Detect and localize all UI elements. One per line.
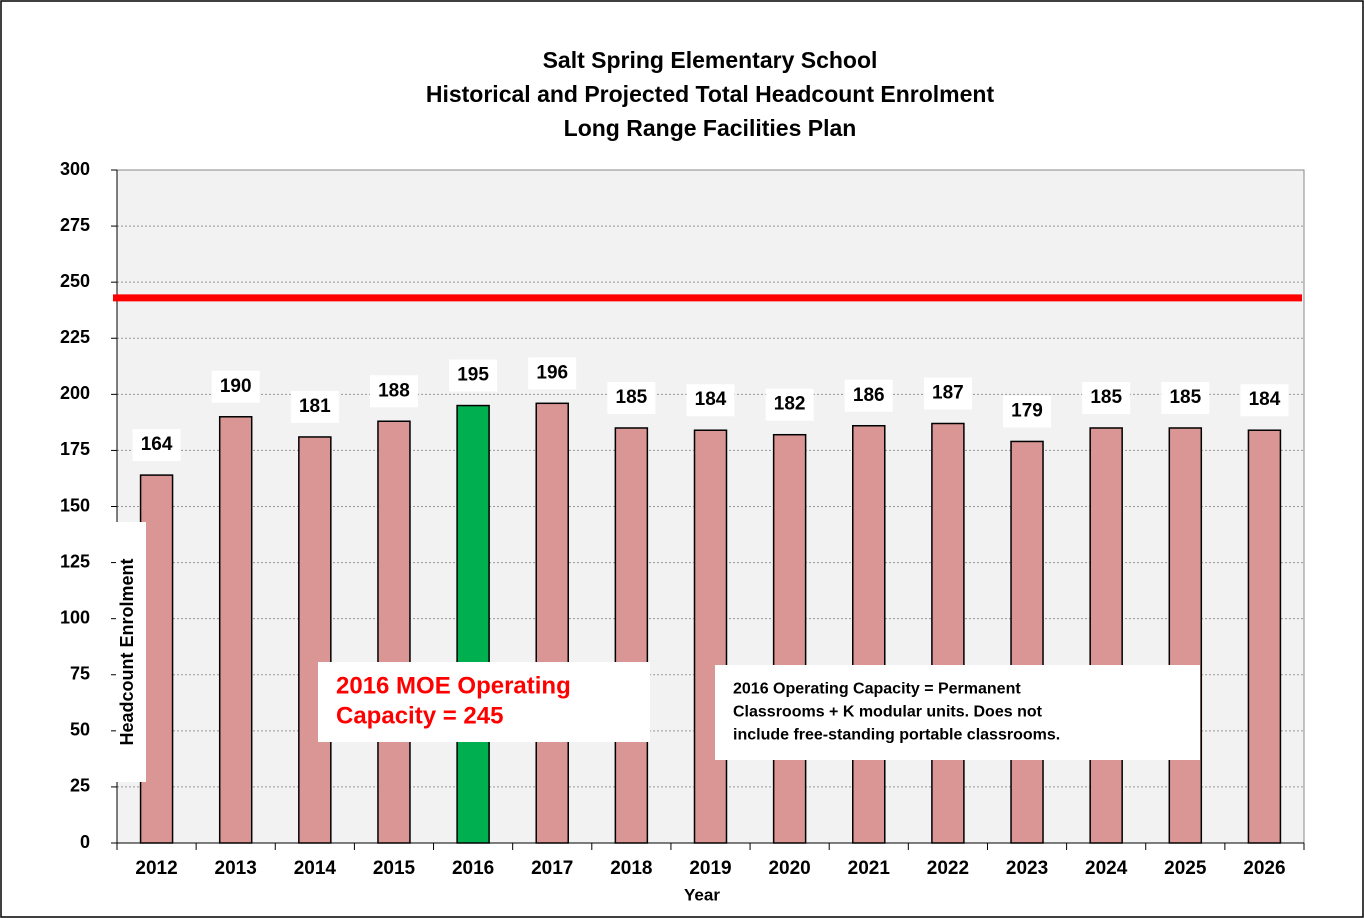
bar: [298, 436, 332, 844]
y-tick-label: 250: [60, 271, 90, 291]
x-axis-label: Year: [684, 885, 720, 904]
x-tick-label: 2026: [1243, 858, 1285, 879]
x-tick-label: 2021: [848, 858, 891, 879]
data-label-box: [211, 370, 260, 403]
bar: [1010, 440, 1044, 844]
x-tick-label: 2022: [927, 858, 969, 879]
y-tick-label: 300: [60, 159, 90, 179]
y-tick-label: 175: [60, 439, 90, 459]
data-label: 195: [457, 365, 489, 386]
bar: [1247, 429, 1282, 844]
data-label: 185: [1169, 387, 1201, 408]
data-label: 187: [932, 383, 964, 404]
data-label: 182: [774, 394, 806, 415]
x-tick-label: 2016: [452, 858, 494, 879]
annotation: include free-standing portable classroom…: [733, 727, 1060, 744]
x-tick-label: 2015: [373, 858, 416, 879]
y-tick-label: 75: [70, 664, 90, 684]
x-tick-label: 2018: [610, 858, 652, 879]
annotation-box: [715, 665, 1200, 760]
chart-title: Historical and Projected Total Headcount…: [426, 81, 995, 107]
data-label-box: [1240, 384, 1289, 417]
bar: [456, 404, 490, 844]
x-tick-label: 2017: [531, 858, 573, 879]
annotation: Classrooms + K modular units. Does not: [733, 704, 1043, 721]
data-label-box: [449, 359, 498, 392]
bar: [218, 416, 253, 844]
bar: [535, 402, 569, 844]
data-label: 196: [536, 362, 568, 383]
y-tick-label: 275: [60, 215, 90, 235]
data-label-box: [765, 388, 814, 421]
data-label-box: [1082, 381, 1131, 414]
y-tick-label: 125: [60, 551, 90, 571]
bar: [377, 420, 411, 844]
x-tick-label: 2020: [768, 858, 810, 879]
y-tick-label: 25: [70, 776, 90, 796]
data-label-box: [844, 379, 893, 412]
data-label: 184: [695, 389, 727, 410]
x-tick-label: 2025: [1164, 858, 1207, 879]
x-tick-label: 2023: [1006, 858, 1048, 879]
data-label-box: [686, 384, 735, 417]
data-label: 185: [616, 387, 648, 408]
y-tick-label: 100: [60, 607, 90, 627]
data-label: 181: [299, 396, 331, 417]
data-label: 186: [853, 385, 885, 406]
y-axis-label: Headcount Enrolment: [117, 558, 137, 745]
y-tick-label: 225: [60, 327, 90, 347]
data-label-box: [290, 390, 339, 423]
bar: [614, 427, 649, 844]
data-label: 179: [1011, 400, 1043, 421]
annotation: Capacity = 245: [336, 702, 503, 729]
y-label-box: [116, 522, 146, 782]
data-label: 185: [1090, 387, 1122, 408]
bar: [1168, 427, 1203, 844]
bar: [693, 429, 728, 844]
data-label-box: [1003, 395, 1052, 428]
x-tick-label: 2024: [1085, 858, 1128, 879]
chart-title: Salt Spring Elementary School: [543, 47, 878, 73]
y-tick-label: 200: [60, 383, 90, 403]
y-tick-label: 0: [80, 832, 90, 852]
x-tick-label: 2012: [135, 858, 177, 879]
data-label: 190: [220, 376, 252, 397]
data-label: 184: [1249, 389, 1281, 410]
data-label-box: [132, 429, 181, 462]
data-label-box: [1161, 381, 1210, 414]
data-label-box: [923, 377, 972, 410]
bar: [1089, 427, 1123, 844]
y-tick-label: 150: [60, 495, 90, 515]
x-tick-label: 2013: [215, 858, 257, 879]
bar: [852, 424, 886, 844]
data-label-box: [369, 375, 418, 408]
chart-title: Long Range Facilities Plan: [564, 115, 857, 141]
data-label-box: [528, 357, 577, 390]
x-tick-label: 2014: [294, 858, 337, 879]
bar: [772, 433, 807, 844]
y-tick-label: 50: [70, 720, 90, 740]
data-label-box: [607, 381, 656, 414]
data-label: 164: [141, 434, 173, 455]
annotation: 2016 Operating Capacity = Permanent: [733, 681, 1021, 698]
bar: [931, 422, 965, 844]
data-label: 188: [378, 380, 410, 401]
annotation-box: [318, 662, 650, 742]
annotation: 2016 MOE Operating: [336, 672, 571, 699]
x-tick-label: 2019: [689, 858, 731, 879]
